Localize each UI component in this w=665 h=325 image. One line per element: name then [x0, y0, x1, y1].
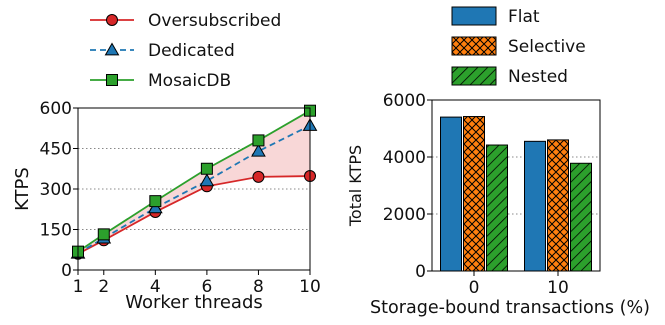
x-tick-label: 4 — [150, 277, 161, 297]
y-tick-label: 0 — [61, 261, 72, 281]
legend-entry-nested: Nested — [451, 66, 568, 87]
legend-entry-dedicated: Dedicated — [90, 41, 235, 61]
legend-label: Dedicated — [148, 41, 235, 61]
y-tick-label: 0 — [415, 262, 426, 282]
bar-chart-x-axis-label: Storage-bound transactions (%) — [370, 297, 650, 318]
legend-label: Oversubscribed — [148, 11, 281, 31]
legend-marker — [104, 42, 120, 56]
bar-group-0 — [440, 116, 508, 272]
legend-label: MosaicDB — [148, 71, 231, 91]
bar-chart-y-axis-label: Total KTPS — [346, 145, 365, 227]
x-tick-label: 2 — [98, 277, 109, 297]
shaded-gap-region — [78, 110, 310, 254]
bar-selective — [463, 116, 485, 272]
bar-chart-x-ticks: 0 10 — [469, 271, 569, 298]
bar-selective — [547, 139, 569, 272]
bar-flat — [440, 116, 462, 272]
line-chart-x-axis-label: Worker threads — [125, 292, 263, 313]
legend-label: Nested — [508, 67, 568, 87]
legend-entry-flat: Flat — [451, 6, 540, 27]
legend-marker — [106, 74, 118, 86]
bar-chart: 0 10 0 2000 4000 6000 Storage-bound transact… — [346, 6, 650, 318]
bar-nested — [570, 162, 592, 272]
line-chart: 1 2 4 6 8 10 0 150 300 450 600 Worker threads KTP… — [12, 11, 321, 313]
bar-chart-frame — [431, 99, 601, 272]
data-point-mosaicdb — [97, 228, 110, 241]
x-tick-label: 8 — [253, 277, 264, 297]
legend-marker — [106, 14, 118, 26]
legend-label: Selective — [508, 37, 586, 57]
line-chart-series — [70, 104, 318, 260]
bar-chart-y-ticks: 0 2000 4000 6000 — [383, 91, 432, 282]
legend-entry-mosaicdb: MosaicDB — [90, 71, 231, 91]
data-point-mosaicdb — [200, 162, 213, 175]
x-tick-label: 6 — [201, 277, 212, 297]
y-tick-label: 4000 — [383, 148, 426, 168]
bar-group-10 — [524, 139, 592, 272]
data-point-dedicated — [251, 143, 266, 157]
data-point-oversubscribed — [252, 170, 265, 183]
y-tick-label: 150 — [40, 221, 72, 241]
data-point-dedicated — [199, 173, 215, 187]
y-tick-label: 2000 — [383, 205, 426, 225]
legend-swatch — [451, 66, 497, 86]
bar-nested — [486, 144, 508, 272]
line-chart-y-axis-label: KTPS — [12, 167, 33, 211]
y-tick-label: 6000 — [383, 91, 426, 111]
bar-flat — [524, 140, 546, 272]
data-point-mosaicdb — [252, 134, 265, 147]
line-chart-y-ticks: 0 150 300 450 600 — [40, 99, 78, 281]
line-chart-x-ticks: 1 2 4 6 8 10 — [73, 270, 321, 297]
bar-chart-bars — [440, 116, 592, 272]
y-tick-label: 300 — [40, 180, 72, 200]
line-chart-legend: Oversubscribed Dedicated MosaicDB — [90, 11, 281, 91]
legend-entry-oversubscribed: Oversubscribed — [90, 11, 281, 31]
x-tick-label: 10 — [299, 277, 321, 297]
data-point-mosaicdb — [149, 195, 162, 208]
x-tick-label: 1 — [73, 277, 84, 297]
x-tick-label: 0 — [469, 278, 480, 298]
bar-chart-legend: Flat Selective Nested — [451, 6, 586, 87]
y-tick-label: 450 — [40, 140, 72, 160]
legend-entry-selective: Selective — [451, 36, 586, 57]
x-tick-label: 10 — [547, 278, 569, 298]
legend-swatch — [451, 6, 497, 26]
legend-swatch — [451, 36, 497, 56]
legend-label: Flat — [508, 7, 540, 27]
y-tick-label: 600 — [40, 99, 72, 119]
